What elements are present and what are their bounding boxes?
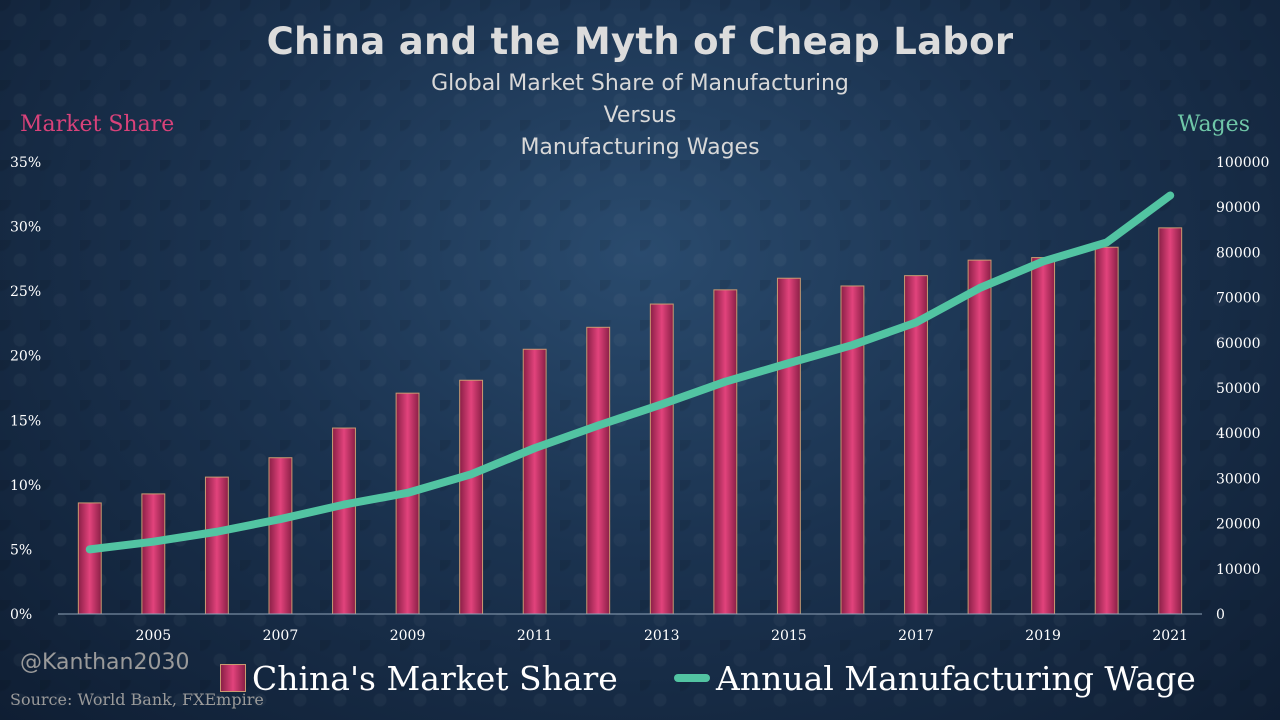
left-axis-tick-label: 30%	[10, 220, 41, 236]
bar-market-share-2013	[649, 303, 674, 615]
left-axis-tick-label: 25%	[10, 284, 41, 300]
subtitle-line-3: Manufacturing Wages	[520, 135, 760, 160]
right-axis-tick-label: 60000	[1216, 336, 1261, 352]
bar-market-share-2005	[141, 493, 166, 615]
left-axis-tick-label: 20%	[10, 349, 41, 365]
line-annual-wage	[85, 191, 1175, 554]
right-axis-tick-label: 100000	[1216, 155, 1269, 171]
left-axis-tick-label: 10%	[10, 478, 41, 494]
author-handle: @Kanthan2030	[20, 650, 190, 675]
right-axis-tick-label: 50000	[1216, 381, 1261, 397]
chart-subtitle: Global Market Share of Manufacturing Ver…	[0, 68, 1280, 164]
bar-market-share-2015	[776, 277, 801, 615]
right-axis-tick-label: 30000	[1216, 471, 1261, 487]
right-axis-tick-label: 40000	[1216, 426, 1261, 442]
right-axis-tick-label: 20000	[1216, 517, 1261, 533]
right-axis-tick-label: 0	[1216, 607, 1225, 623]
left-axis-tick-label: 5%	[10, 542, 32, 558]
x-axis-tick-label: 2019	[1025, 628, 1061, 644]
left-axis-title: Market Share	[20, 112, 175, 137]
bar-market-share-2020	[1094, 246, 1119, 615]
right-axis-tick-label: 10000	[1216, 562, 1261, 578]
x-axis-tick-label: 2005	[136, 628, 172, 644]
bar-market-share-2021	[1158, 227, 1183, 615]
bar-market-share-2019	[1031, 257, 1056, 615]
left-axis-tick-label: 15%	[10, 413, 41, 429]
chart-title: China and the Myth of Cheap Labor	[266, 20, 1014, 63]
x-axis-tick-label: 2007	[263, 628, 299, 644]
x-axis-tick-label: 2015	[771, 628, 807, 644]
x-axis-tick-label: 2009	[390, 628, 426, 644]
bar-market-share-2012	[586, 326, 611, 615]
subtitle-line-1: Global Market Share of Manufacturing	[431, 71, 849, 96]
legend-item-market-share: China's Market Share	[220, 654, 618, 702]
bar-market-share-2007	[268, 457, 293, 615]
bar-market-share-2014	[713, 289, 738, 615]
legend-item-wage: Annual Manufacturing Wage	[674, 654, 1196, 702]
x-axis-tick-label: 2011	[517, 628, 553, 644]
right-axis-tick-label: 80000	[1216, 245, 1261, 261]
bar-market-share-2004	[77, 502, 102, 615]
legend-label-wage: Annual Manufacturing Wage	[716, 658, 1196, 698]
bar-market-share-2006	[204, 476, 229, 615]
left-axis-tick-label: 35%	[10, 155, 41, 171]
x-axis-tick-label: 2013	[644, 628, 680, 644]
right-axis-tick-label: 70000	[1216, 291, 1261, 307]
bar-market-share-2016	[840, 285, 865, 615]
source-note: Source: World Bank, FXEmpire	[10, 690, 264, 709]
legend-bar-swatch	[220, 664, 246, 692]
bar-market-share-2011	[522, 348, 547, 615]
x-axis-tick-label: 2021	[1152, 628, 1188, 644]
right-axis-title: Wages	[1177, 112, 1250, 137]
x-axis-tick-label: 2017	[898, 628, 934, 644]
legend-label-market-share: China's Market Share	[252, 658, 618, 698]
bar-market-share-2008	[332, 427, 356, 615]
legend-line-swatch	[674, 674, 710, 682]
bar-market-share-2018	[967, 259, 992, 615]
bar-market-share-2009	[395, 392, 420, 615]
right-axis-tick-label: 90000	[1216, 200, 1261, 216]
subtitle-line-2: Versus	[603, 103, 677, 128]
left-axis-tick-label: 0%	[10, 607, 32, 623]
bar-market-share-2010	[459, 379, 484, 615]
